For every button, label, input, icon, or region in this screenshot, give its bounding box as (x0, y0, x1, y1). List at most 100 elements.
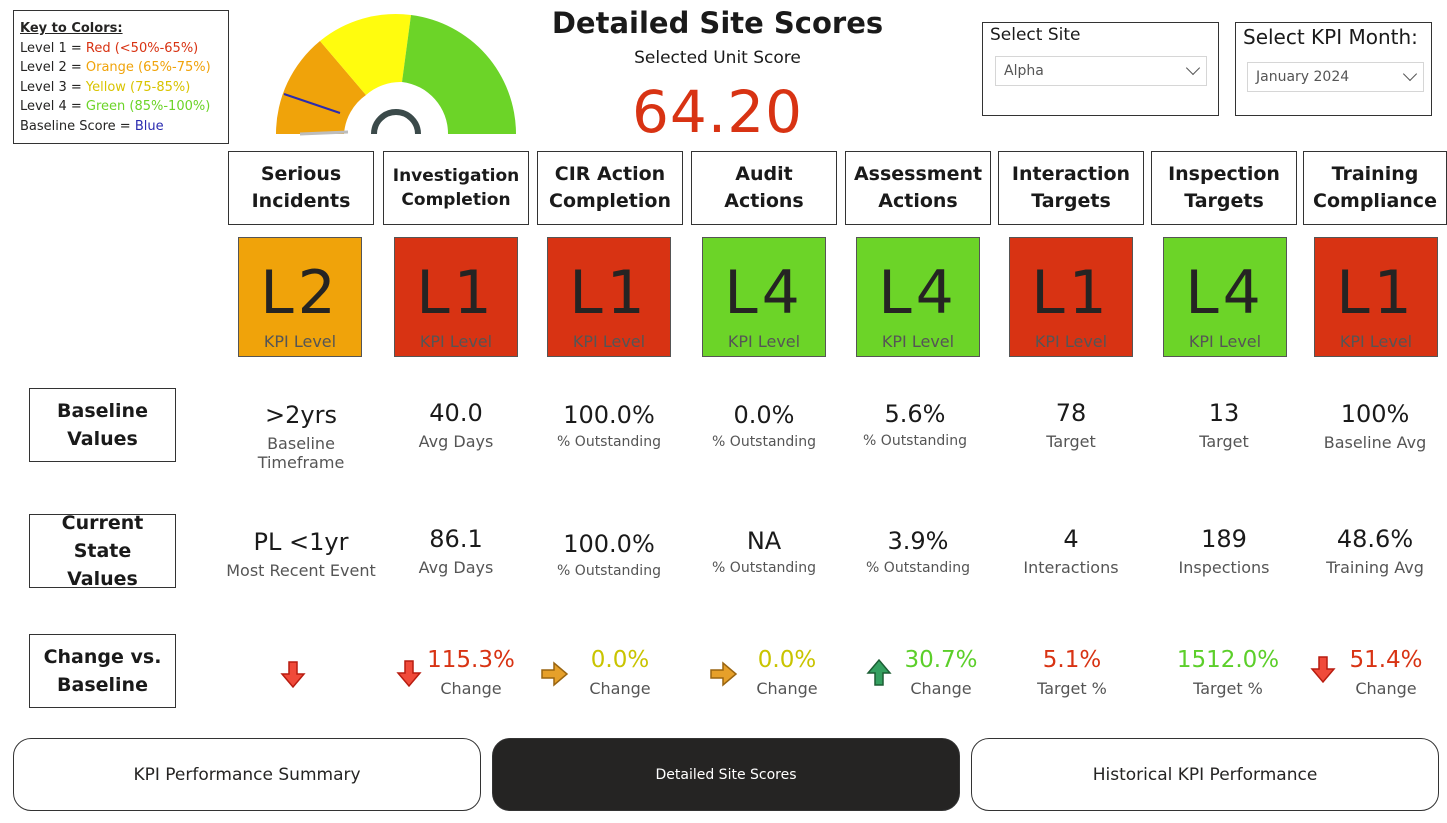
change-cell: 115.3% Change (395, 645, 547, 698)
change-value: 30.7% (904, 647, 978, 673)
site-slicer-title: Select Site (990, 25, 1081, 45)
baseline-value: 100% (1340, 400, 1410, 428)
kpi-level-value: L4 (878, 258, 958, 328)
baseline-value: >2yrs (265, 401, 337, 429)
kpi-level-label: KPI Level (572, 332, 646, 351)
change-value: 5.1% (1042, 647, 1102, 673)
kpi-level-tile: L1 KPI Level (547, 237, 671, 357)
baseline-value: 100.0% (563, 401, 655, 429)
current-unit: % Outstanding (712, 560, 816, 576)
month-slicer: Select KPI Month: January 2024 (1235, 22, 1432, 116)
baseline-value: 5.6% (884, 400, 946, 428)
current-cell: 189 Inspections (1148, 524, 1300, 577)
change-cell: 30.7% Change (865, 645, 1017, 698)
baseline-unit: Avg Days (418, 432, 494, 451)
row-label-current: Current State Values (29, 512, 176, 590)
baseline-value: 78 (1055, 399, 1087, 427)
key-level-2: Level 2 = Orange (65%-75%) (20, 60, 211, 75)
gauge-needle-base (299, 130, 349, 136)
baseline-unit: Baseline Timeframe (257, 434, 345, 472)
kpi-level-tile: L4 KPI Level (856, 237, 980, 357)
kpi-level-label: KPI Level (1339, 332, 1413, 351)
kpi-header-cir-action-completion: CIR Action Completion (537, 151, 683, 225)
current-unit: Inspections (1178, 558, 1270, 577)
current-cell: 4 Interactions (995, 524, 1147, 577)
baseline-unit: Target (1046, 432, 1096, 451)
kpi-header-inspection-targets: Inspection Targets (1151, 151, 1297, 225)
change-unit: Change (910, 679, 972, 698)
kpi-level-value: L1 (1031, 258, 1111, 328)
kpi-header-investigation-completion: Investigation Completion (383, 151, 529, 225)
arrow-right-icon (541, 661, 569, 687)
change-unit: Target % (1193, 679, 1263, 698)
kpi-level-tile: L4 KPI Level (702, 237, 826, 357)
kpi-header-assessment-actions: Assessment Actions (845, 151, 991, 225)
current-unit: Training Avg (1326, 558, 1424, 577)
baseline-value: 40.0 (429, 399, 483, 427)
baseline-value: 0.0% (733, 401, 795, 429)
change-cell: 0.0% Change (544, 645, 696, 698)
current-cell: 100.0% % Outstanding (533, 529, 685, 579)
score-subtitle: Selected Unit Score (634, 48, 801, 68)
key-title: Key to Colors: (20, 21, 123, 36)
current-unit: Avg Days (418, 558, 494, 577)
color-key-legend: Key to Colors: Level 1 = Red (<50%-65%) … (13, 10, 229, 144)
current-unit: % Outstanding (866, 560, 970, 576)
arrow-down-icon (280, 661, 306, 689)
month-dropdown[interactable]: January 2024 (1247, 62, 1424, 92)
current-value: 189 (1201, 525, 1247, 553)
baseline-unit: % Outstanding (863, 433, 967, 449)
gauge-band-green (402, 15, 516, 134)
key-level-4: Level 4 = Green (85%-100%) (20, 99, 211, 114)
current-value: 48.6% (1336, 525, 1414, 553)
change-value: 51.4% (1349, 647, 1423, 673)
kpi-level-label: KPI Level (727, 332, 801, 351)
kpi-header-training-compliance: Training Compliance (1303, 151, 1447, 225)
change-value: 0.0% (590, 647, 650, 673)
baseline-cell: >2yrs Baseline Timeframe (225, 400, 377, 472)
current-value: 3.9% (887, 527, 949, 555)
kpi-level-label: KPI Level (263, 332, 337, 351)
key-baseline: Baseline Score = Blue (20, 118, 164, 134)
baseline-unit: % Outstanding (557, 434, 661, 450)
kpi-level-value: L1 (1336, 258, 1416, 328)
score-gauge (275, 14, 516, 136)
arrow-down-icon (1310, 656, 1336, 684)
site-dropdown[interactable]: Alpha (995, 56, 1207, 86)
baseline-cell: 100% Baseline Avg (1299, 399, 1447, 452)
row-label-baseline: Baseline Values (29, 388, 176, 462)
nav-detailed-site-scores-button[interactable]: Detailed Site Scores (492, 738, 960, 811)
current-cell: 48.6% Training Avg (1299, 524, 1447, 577)
kpi-level-tile: L2 KPI Level (238, 237, 362, 357)
baseline-cell: 5.6% % Outstanding (839, 399, 991, 449)
arrow-right-icon (710, 661, 738, 687)
current-unit: % Outstanding (557, 563, 661, 579)
unit-score-value: 64.20 (631, 78, 804, 146)
chevron-down-icon (1185, 60, 1201, 76)
current-cell: NA % Outstanding (688, 526, 840, 576)
current-value: NA (746, 527, 782, 555)
kpi-level-label: KPI Level (419, 332, 493, 351)
nav-historical-kpi-performance-button[interactable]: Historical KPI Performance (971, 738, 1439, 811)
kpi-level-tile: L1 KPI Level (1314, 237, 1438, 357)
gauge-band-orange (275, 41, 366, 134)
baseline-cell: 13 Target (1148, 398, 1300, 451)
change-unit: Target % (1037, 679, 1107, 698)
kpi-level-value: L1 (416, 258, 496, 328)
kpi-level-value: L2 (260, 258, 340, 328)
baseline-unit: Baseline Avg (1323, 433, 1427, 452)
kpi-level-label: KPI Level (1188, 332, 1262, 351)
kpi-level-tile: L1 KPI Level (1009, 237, 1133, 357)
nav-kpi-performance-summary-button[interactable]: KPI Performance Summary (13, 738, 481, 811)
change-unit: Change (589, 679, 651, 698)
month-dropdown-value: January 2024 (1256, 69, 1350, 85)
current-unit: Interactions (1023, 558, 1119, 577)
gauge-band-yellow (320, 14, 411, 95)
kpi-level-label: KPI Level (1034, 332, 1108, 351)
kpi-level-value: L1 (569, 258, 649, 328)
change-cell: 0.0% Change (711, 645, 863, 698)
change-unit: Change (756, 679, 818, 698)
kpi-level-label: KPI Level (881, 332, 955, 351)
current-cell: 86.1 Avg Days (380, 524, 532, 577)
key-level-3: Level 3 = Yellow (75-85%) (20, 79, 191, 95)
